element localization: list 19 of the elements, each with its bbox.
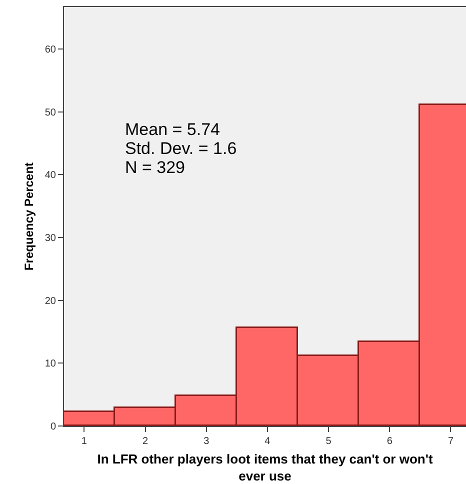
x-tick-label: 1: [81, 436, 88, 447]
x-tick-label: 3: [204, 436, 210, 447]
x-tick-label: 2: [142, 436, 148, 447]
x-tick-label: 6: [386, 436, 393, 447]
y-tick-label: 30: [44, 233, 56, 244]
y-tick-label: 40: [44, 170, 56, 182]
annotation: Mean = 5.74: [125, 120, 220, 139]
x-tick-label: 4: [264, 436, 271, 447]
y-tick-label: 50: [44, 107, 56, 118]
y-tick-label: 0: [50, 422, 56, 432]
y-tick-label: 20: [44, 296, 56, 307]
y-tick-label: 10: [44, 358, 56, 370]
x-tick-label: 5: [326, 436, 332, 447]
annotation: Std. Dev. = 1.6: [125, 139, 237, 158]
x-axis-title: In LFR other players loot items that they can't or won't ever use: [97, 452, 434, 484]
y-tick-label: 60: [44, 44, 56, 56]
x-tick-label: 7: [448, 436, 454, 447]
annotation: N = 329: [125, 158, 186, 177]
y-axis-title: Frequency Percent: [22, 162, 36, 271]
